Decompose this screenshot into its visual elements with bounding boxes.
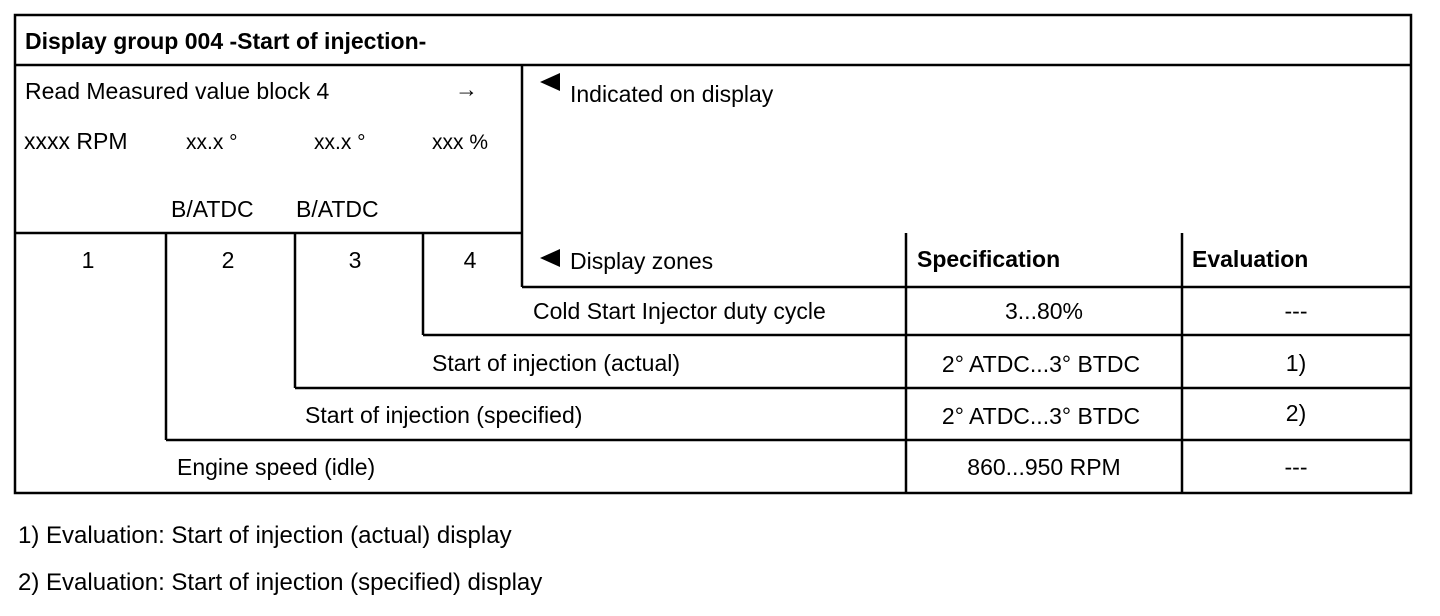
row-eval-cold-start: --- [1284, 298, 1308, 324]
row-spec-soi-specified: 2° ATDC...3° BTDC [941, 403, 1141, 429]
field-deg-1: xx.x ° [186, 131, 238, 154]
row-spec-engine-speed: 860...950 RPM [967, 454, 1121, 480]
read-block-label: Read Measured value block 4 [25, 78, 330, 104]
field-percent: xxx % [432, 131, 489, 154]
row-eval-engine-speed: --- [1284, 454, 1308, 480]
row-eval-soi-actual: 1) [1285, 350, 1307, 376]
unit-batdc-2: B/ATDC [296, 196, 379, 222]
row-eval-soi-specified: 2) [1285, 400, 1307, 426]
footnote-1: 1) Evaluation: Start of injection (actua… [18, 522, 512, 549]
display-zones-header: Display zones [570, 248, 714, 274]
row-label-engine-speed: Engine speed (idle) [177, 454, 376, 480]
row-spec-soi-actual: 2° ATDC...3° BTDC [941, 351, 1141, 377]
footnote-2: 2) Evaluation: Start of injection (speci… [18, 569, 543, 596]
display-group-title: Display group 004 -Start of injection- [25, 28, 427, 54]
arrow-right-icon: → [455, 76, 478, 102]
zone-2: 2 [221, 247, 235, 273]
unit-batdc-1: B/ATDC [171, 196, 254, 222]
zone-4: 4 [463, 247, 477, 273]
zone-1: 1 [81, 247, 95, 273]
indicated-on-display: Indicated on display [570, 81, 774, 107]
zone-3: 3 [348, 247, 362, 273]
row-spec-cold-start: 3...80% [1005, 298, 1083, 324]
row-label-cold-start: Cold Start Injector duty cycle [533, 298, 826, 324]
field-rpm: xxxx RPM [24, 128, 128, 154]
evaluation-header: Evaluation [1192, 246, 1309, 272]
left-triangle-pointer-icon [540, 73, 560, 91]
field-deg-2: xx.x ° [314, 131, 366, 154]
row-label-soi-specified: Start of injection (specified) [305, 402, 583, 428]
left-triangle-pointer-icon [540, 249, 560, 267]
specification-header: Specification [917, 246, 1061, 272]
row-label-soi-actual: Start of injection (actual) [432, 350, 681, 376]
